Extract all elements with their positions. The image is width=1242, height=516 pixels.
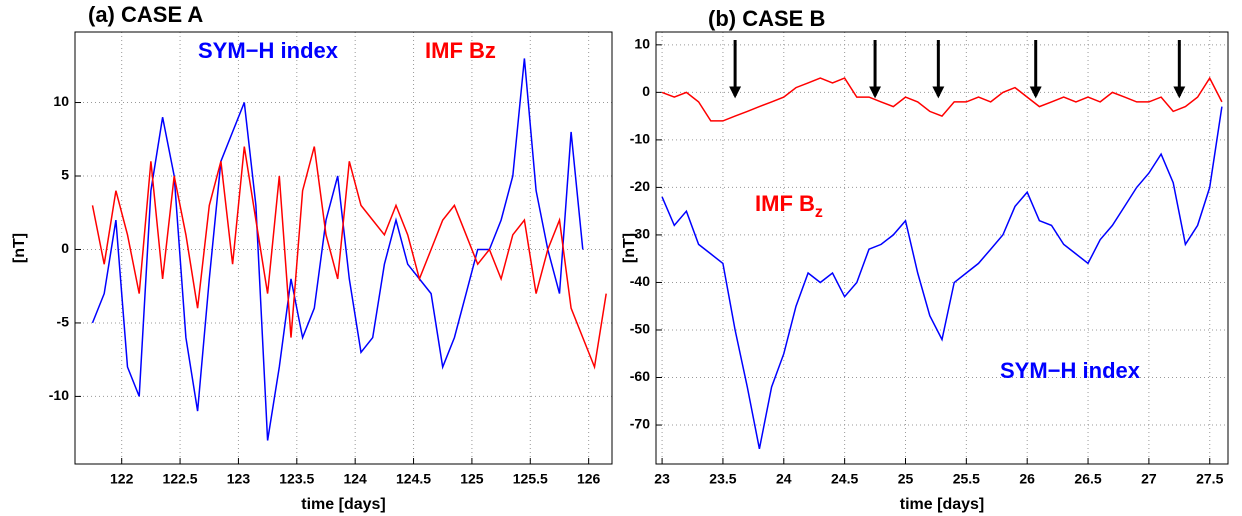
x-axis-label: time [days] [301, 496, 385, 513]
x-tick-label: 26.5 [1074, 471, 1101, 487]
plot-area [656, 32, 1228, 464]
plot-frame [74, 31, 613, 465]
y-tick-label: -20 [630, 178, 650, 194]
x-tick-label: 27 [1141, 471, 1157, 487]
x-tick-label: 125 [460, 471, 484, 487]
x-axis-label: time [days] [900, 496, 984, 513]
annotation-text: SYM−H index [1000, 358, 1141, 383]
y-tick-label: 0 [61, 240, 69, 256]
x-tick-label: 24.5 [831, 471, 858, 487]
y-axis-label: [nT] [621, 233, 638, 263]
data-line [661, 76, 1223, 122]
annotation-text: IMF B [755, 191, 815, 216]
x-tick-label: 23.5 [709, 471, 736, 487]
chart-title: (b) CASE B [708, 6, 825, 31]
annotation-text: SYM−H index [198, 38, 339, 63]
y-tick-label: -10 [49, 387, 69, 403]
x-tick-label: 24 [776, 471, 792, 487]
y-tick-label: 10 [53, 93, 69, 109]
plot-area [75, 32, 612, 464]
y-tick-label: -40 [630, 273, 650, 289]
chart-title: (a) CASE A [88, 2, 203, 27]
x-tick-label: 26 [1019, 471, 1035, 487]
plot-frame [655, 31, 1229, 465]
y-tick-label: -60 [630, 368, 650, 384]
x-tick-label: 123 [227, 471, 251, 487]
y-tick-label: 10 [634, 36, 650, 52]
x-tick-label: 25.5 [953, 471, 980, 487]
annotation: SYM−H index [198, 38, 339, 63]
x-tick-label: 125.5 [513, 471, 548, 487]
annotation: IMF Bz [425, 38, 496, 63]
y-tick-label: 5 [61, 167, 69, 183]
annotation: SYM−H index [1000, 358, 1141, 383]
x-tick-label: 25 [898, 471, 914, 487]
y-axis-label: [nT] [11, 233, 28, 263]
y-tick-label: -5 [57, 314, 70, 330]
data-line [91, 146, 607, 370]
x-tick-label: 124 [343, 471, 367, 487]
x-tick-label: 27.5 [1196, 471, 1223, 487]
x-tick-label: 23 [654, 471, 670, 487]
annotation-text: IMF Bz [425, 38, 496, 63]
annotation-subscript: z [815, 204, 823, 221]
x-tick-label: 124.5 [396, 471, 431, 487]
y-tick-label: -50 [630, 321, 650, 337]
y-tick-label: -30 [630, 226, 650, 242]
annotation: IMF Bz [755, 191, 823, 221]
x-tick-label: 122 [110, 471, 134, 487]
y-tick-label: 0 [642, 83, 650, 99]
x-tick-label: 122.5 [163, 471, 198, 487]
x-tick-label: 123.5 [279, 471, 314, 487]
y-tick-label: -10 [630, 131, 650, 147]
data-line [661, 106, 1223, 449]
x-tick-label: 126 [577, 471, 601, 487]
y-tick-label: -70 [630, 416, 650, 432]
